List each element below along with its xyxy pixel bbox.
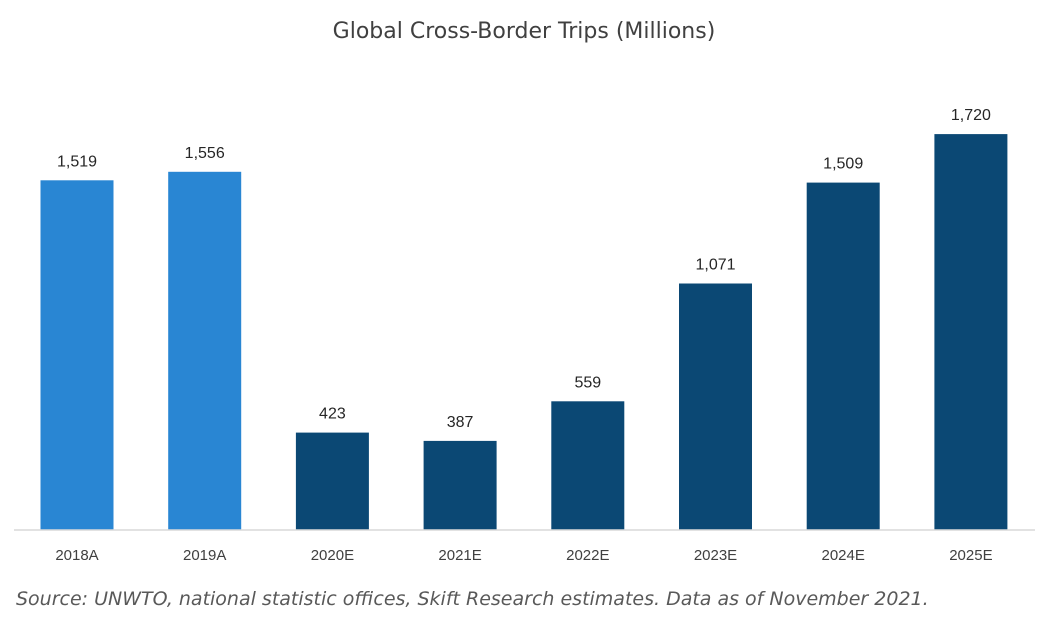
source-note: Source: UNWTO, national statistic office… — [16, 588, 929, 610]
x-tick-label-2020e: 2020E — [311, 547, 354, 564]
bar-2023e — [679, 283, 752, 530]
bar-2022e — [551, 401, 625, 530]
chart-title: Global Cross-Border Trips (Millions) — [333, 19, 716, 44]
bar-2025e — [934, 134, 1008, 530]
x-tick-label-2022e: 2022E — [566, 547, 609, 564]
bar-2019a — [168, 171, 242, 531]
x-tick-label-2024e: 2024E — [822, 547, 865, 564]
data-label-2024e: 1,509 — [823, 156, 863, 173]
bar-2018a — [40, 180, 114, 531]
data-label-2019a: 1,556 — [185, 145, 225, 162]
x-tick-label-2019a: 2019A — [183, 547, 226, 564]
bar-2021e — [423, 440, 497, 530]
x-tick-label-2023e: 2023E — [694, 547, 737, 564]
x-tick-labels: 2018A 2019A 2020E 2021E 2022E 2023E 2024E 2025E — [55, 547, 992, 564]
bar-2024e — [806, 182, 880, 530]
data-label-2022e: 559 — [574, 374, 601, 391]
bars-group: 1,519 1,556 423 387 559 1,071 1,509 1,720 — [40, 107, 1008, 531]
bar-2020e — [295, 432, 369, 530]
data-label-2020e: 423 — [319, 406, 346, 423]
data-label-2021e: 387 — [447, 414, 474, 431]
x-tick-label-2025e: 2025E — [949, 547, 992, 564]
x-tick-label-2021e: 2021E — [438, 547, 481, 564]
data-label-2025e: 1,720 — [951, 107, 991, 124]
data-label-2018a: 1,519 — [57, 153, 97, 170]
data-label-2023e: 1,071 — [695, 257, 735, 274]
x-tick-label-2018a: 2018A — [55, 547, 98, 564]
